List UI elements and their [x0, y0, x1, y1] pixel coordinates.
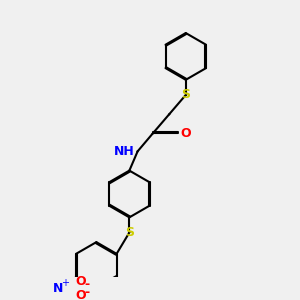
Text: O: O [75, 275, 86, 288]
Text: -: - [84, 286, 89, 299]
Text: NH: NH [114, 145, 135, 158]
Text: S: S [181, 88, 190, 101]
Text: O: O [75, 289, 86, 300]
Text: -: - [84, 278, 89, 291]
Text: O: O [181, 127, 191, 140]
Text: +: + [61, 278, 68, 288]
Text: S: S [125, 226, 134, 239]
Text: N: N [53, 282, 63, 295]
